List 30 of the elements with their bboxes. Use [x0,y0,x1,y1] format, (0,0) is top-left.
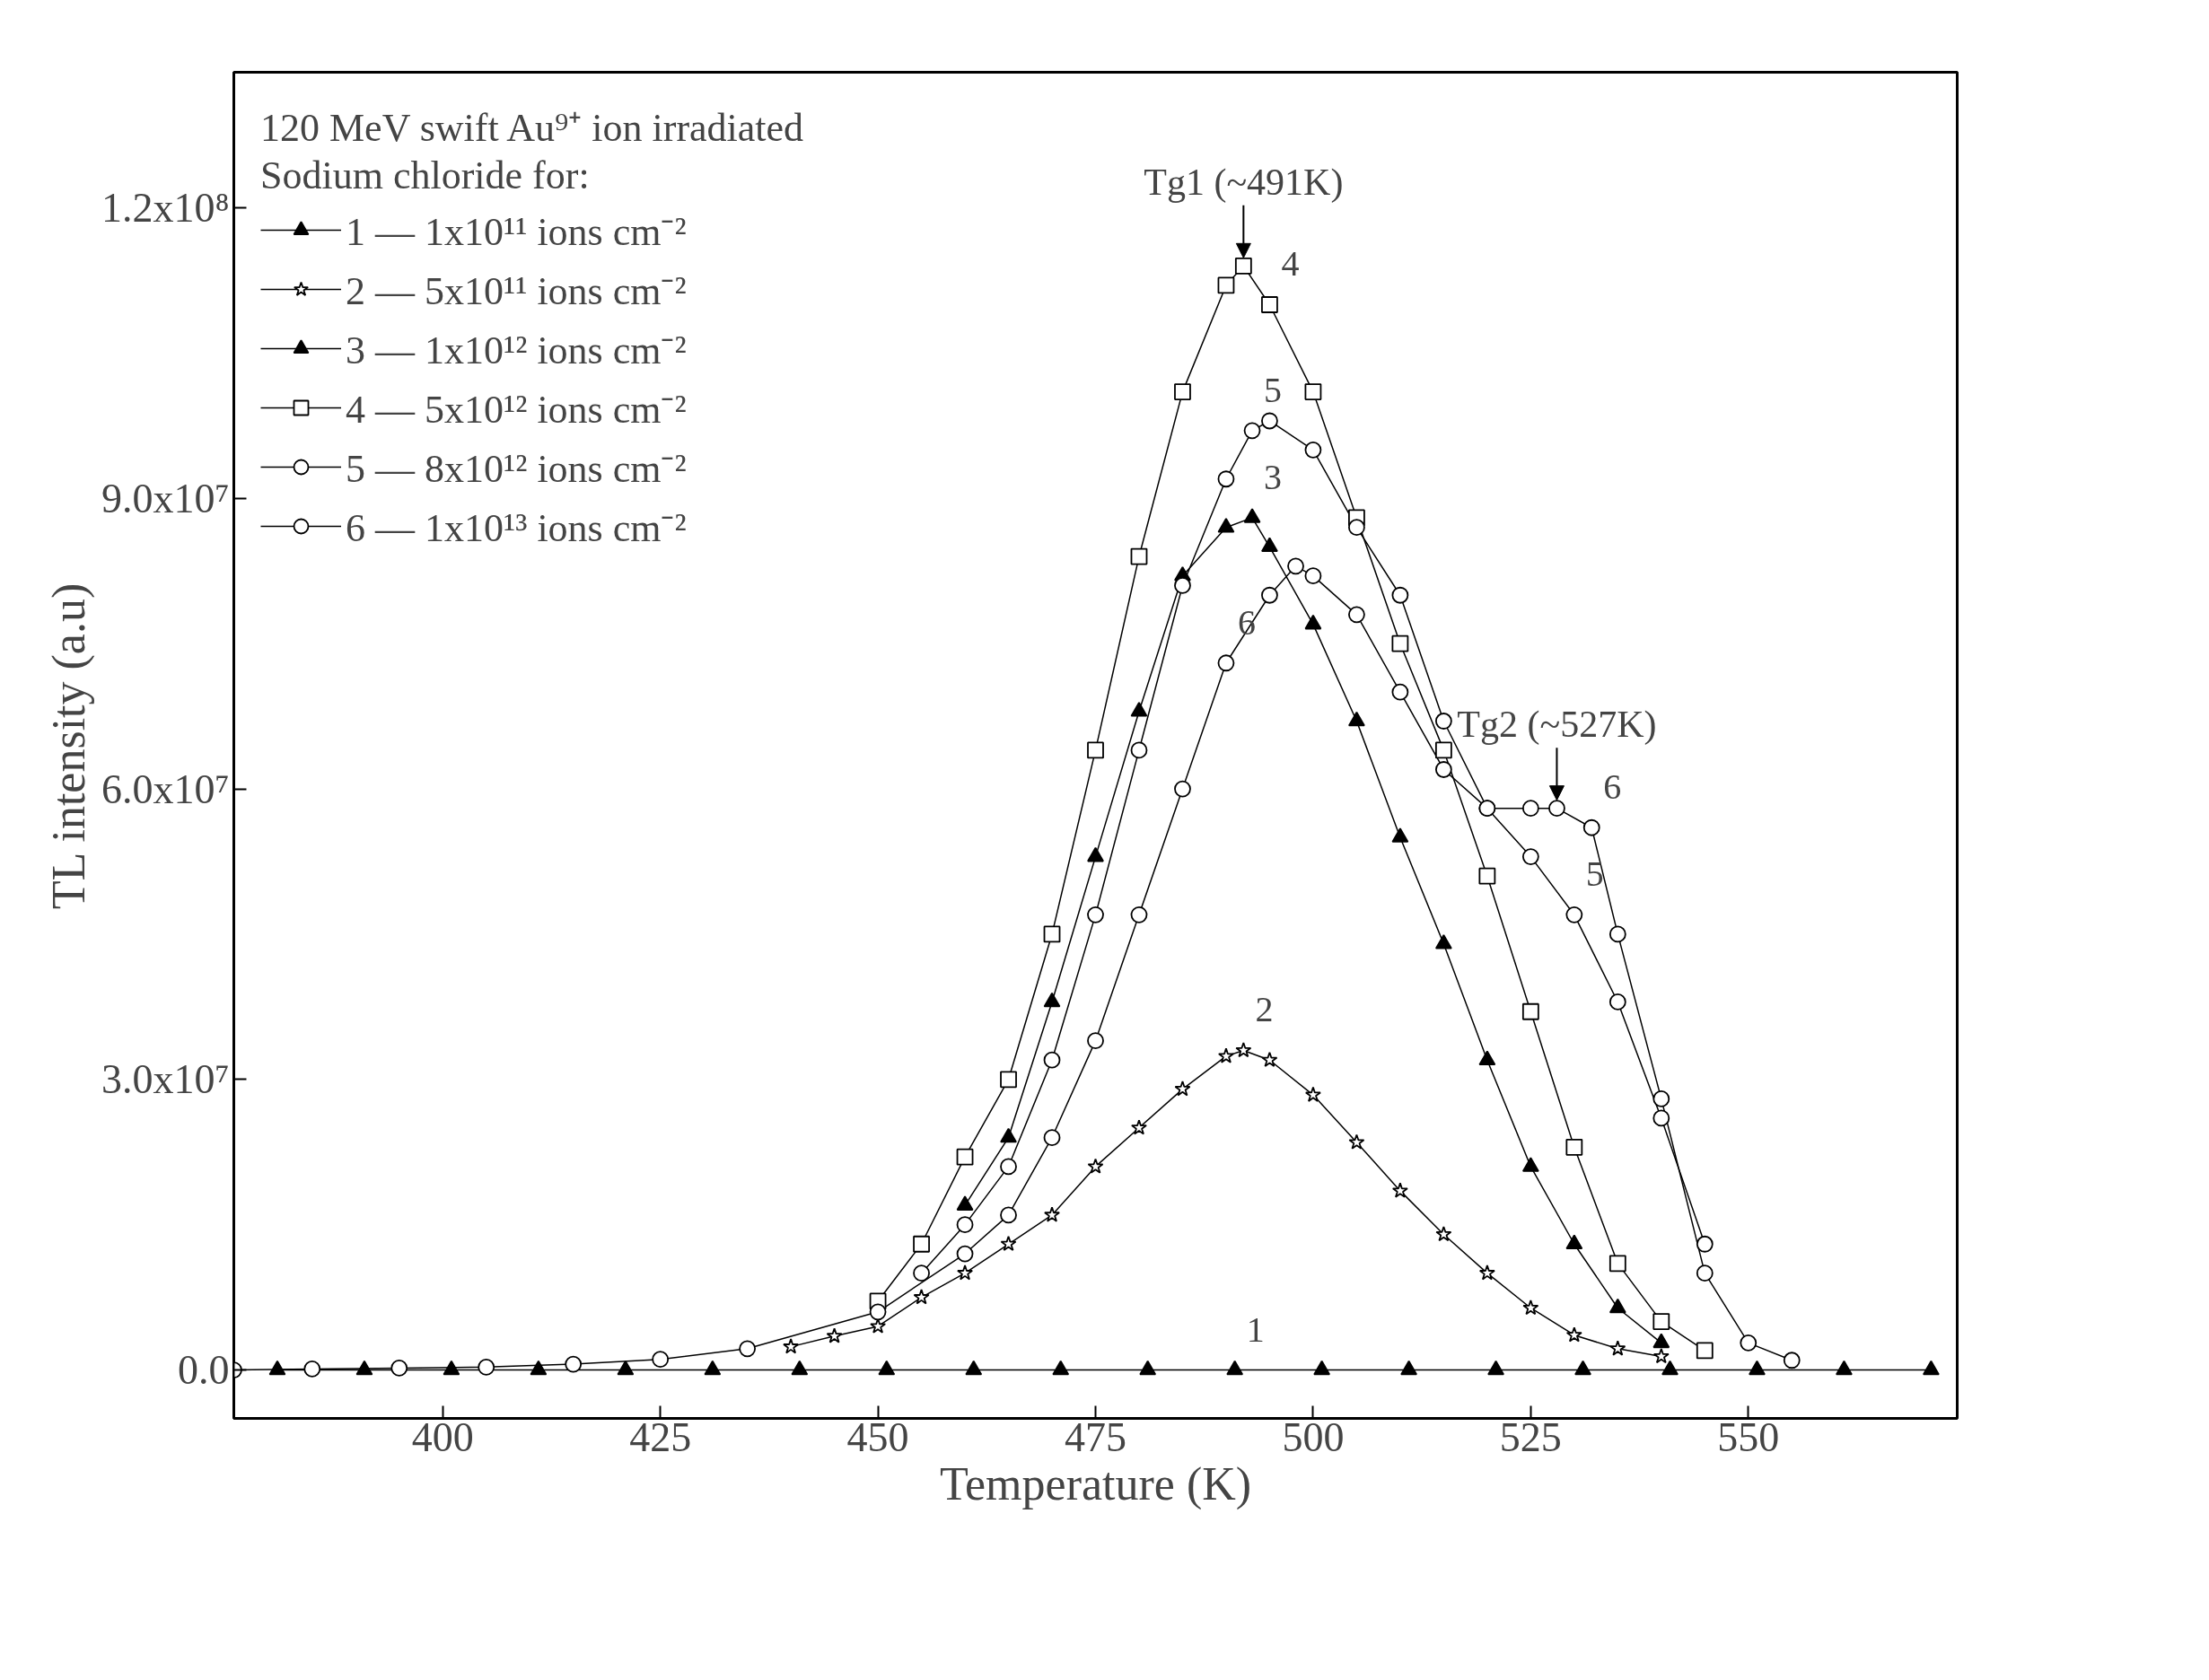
annotation: 4 [1281,243,1300,284]
y-tick-label: 0.0 [178,1347,230,1394]
x-tick-label: 450 [846,1413,909,1460]
y-tick-label: 6.0x10⁷ [101,766,230,812]
legend-label: 6 — 1x10¹³ ions cm⁻² [346,505,687,552]
annotation: 6 [1603,766,1622,808]
y-tick-label: 3.0x10⁷ [101,1056,230,1103]
x-axis-title: Temperature (K) [939,1457,1252,1510]
x-tick-label: 500 [1282,1413,1345,1460]
legend-label: 5 — 8x10¹² ions cm⁻² [346,446,687,493]
y-axis-title: TL intensity (a.u) [42,582,95,910]
annotation: Tg1 (~491K) [1144,161,1344,204]
x-tick-label: 550 [1717,1413,1780,1460]
legend-label: 3 — 1x10¹² ions cm⁻² [346,328,687,374]
y-tick-label: 1.2x10⁸ [101,185,230,232]
annotation: 1 [1246,1308,1265,1350]
legend-label: 2 — 5x10¹¹ ions cm⁻² [346,268,687,315]
legend-title: 120 MeV swift Au⁹⁺ ion irradiated Sodium chloride for: [260,105,804,198]
annotation: 3 [1264,456,1283,497]
legend-label: 4 — 5x10¹² ions cm⁻² [346,387,687,433]
annotation: 5 [1585,853,1604,895]
annotation: 2 [1255,989,1274,1030]
annotation: Tg2 (~527K) [1457,704,1657,747]
legend-label: 1 — 1x10¹¹ ions cm⁻² [346,209,687,256]
x-tick-label: 400 [411,1413,474,1460]
x-tick-label: 525 [1499,1413,1562,1460]
annotation: 5 [1264,369,1283,410]
x-tick-label: 425 [629,1413,692,1460]
x-tick-label: 475 [1065,1413,1126,1460]
y-tick-label: 9.0x10⁷ [101,475,230,521]
